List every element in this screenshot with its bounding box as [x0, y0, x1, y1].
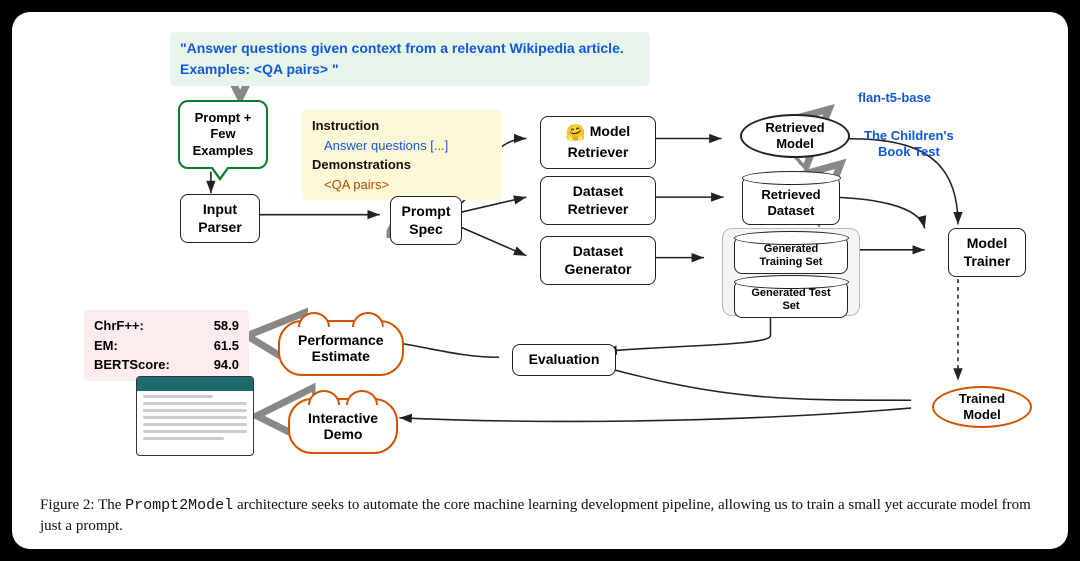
gen-test-label: Generated Test Set	[751, 287, 830, 312]
input-parser-label: Input Parser	[198, 201, 242, 235]
caption-rest1: The	[98, 497, 125, 513]
instruction-heading: Instruction	[312, 116, 492, 136]
prompt-spec-node: Prompt Spec	[390, 196, 462, 245]
performance-estimate-node: Performance Estimate	[278, 320, 404, 376]
m0v: 58.9	[214, 316, 239, 336]
figure-frame: "Answer questions given context from a r…	[12, 12, 1068, 549]
m1k: EM:	[94, 336, 118, 356]
gen-train-label: Generated Training Set	[760, 243, 823, 268]
m2v: 94.0	[214, 355, 239, 375]
demo-screenshot	[136, 376, 254, 456]
retrieved-dataset-label: Retrieved Dataset	[761, 187, 820, 218]
caption-fig: Figure 2:	[40, 497, 95, 513]
prompt-few-label: Prompt + Few Examples	[193, 110, 254, 158]
trained-model-node: Trained Model	[932, 386, 1032, 428]
metric-row-2: BERTScore: 94.0	[94, 355, 239, 375]
m1v: 61.5	[214, 336, 239, 356]
caption-system: Prompt2Model	[125, 497, 233, 514]
input-parser-node: Input Parser	[180, 194, 260, 243]
dataset-retriever-label: Dataset Retriever	[568, 183, 629, 217]
metric-row-0: ChrF++: 58.9	[94, 316, 239, 336]
retrieved-dataset-node: Retrieved Dataset	[742, 176, 840, 225]
m0k: ChrF++:	[94, 316, 144, 336]
demonstrations-heading: Demonstrations	[312, 155, 492, 175]
performance-estimate-label: Performance Estimate	[298, 332, 384, 364]
banner-line-1: "Answer questions given context from a r…	[180, 38, 640, 59]
cbt-label: The Children's Book Test	[864, 128, 954, 161]
dataset-generator-node: Dataset Generator	[540, 236, 656, 285]
model-trainer-node: Model Trainer	[948, 228, 1026, 277]
gen-test-node: Generated Test Set	[734, 280, 848, 318]
evaluation-label: Evaluation	[529, 351, 600, 367]
dataset-retriever-node: Dataset Retriever	[540, 176, 656, 225]
metrics-box: ChrF++: 58.9 EM: 61.5 BERTScore: 94.0	[84, 310, 249, 381]
prompt-spec-details: Instruction Answer questions [...] Demon…	[302, 110, 502, 200]
flan-label: flan-t5-base	[858, 90, 931, 106]
retrieved-model-label: Retrieved Model	[765, 120, 824, 151]
banner-line-2: Examples: <QA pairs> "	[180, 59, 640, 80]
prompt-few-examples-node: Prompt + Few Examples	[178, 100, 268, 169]
diagram-canvas: "Answer questions given context from a r…	[40, 28, 1040, 458]
prompt-banner: "Answer questions given context from a r…	[170, 32, 650, 86]
huggingface-icon: 🤗	[566, 124, 586, 144]
interactive-demo-node: Interactive Demo	[288, 398, 398, 454]
figure-caption: Figure 2: The Prompt2Model architecture …	[40, 495, 1040, 537]
gen-train-node: Generated Training Set	[734, 236, 848, 274]
dataset-generator-label: Dataset Generator	[565, 243, 632, 277]
retrieved-model-node: Retrieved Model	[740, 114, 850, 158]
prompt-spec-label: Prompt Spec	[402, 203, 451, 237]
model-retriever-node: 🤗Model Retriever	[540, 116, 656, 169]
trained-model-label: Trained Model	[959, 391, 1005, 422]
model-trainer-label: Model Trainer	[964, 235, 1011, 269]
evaluation-node: Evaluation	[512, 344, 616, 376]
metric-row-1: EM: 61.5	[94, 336, 239, 356]
interactive-demo-label: Interactive Demo	[308, 410, 378, 442]
instruction-value: Answer questions [...]	[324, 136, 492, 156]
demonstrations-value: <QA pairs>	[324, 175, 492, 195]
m2k: BERTScore:	[94, 355, 170, 375]
